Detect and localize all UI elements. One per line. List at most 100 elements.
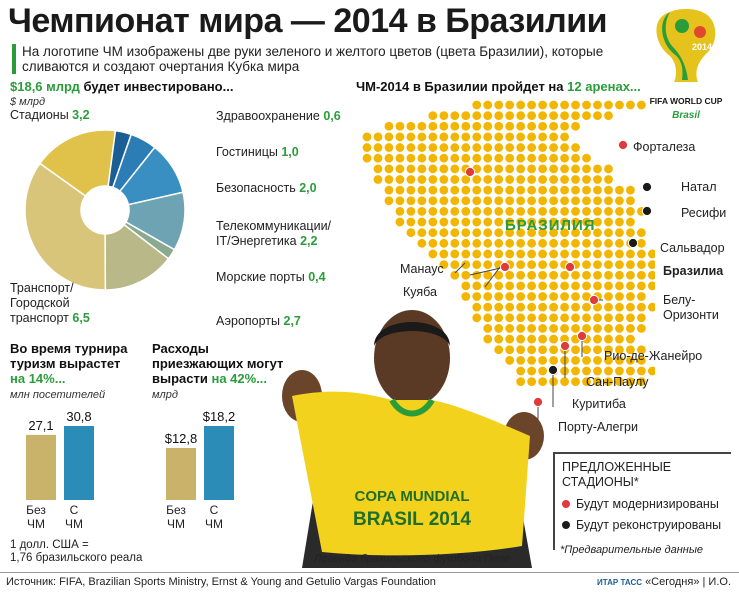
map-dot	[626, 228, 635, 238]
map-dot	[395, 207, 405, 216]
map-dot	[406, 217, 416, 227]
map-dot	[483, 196, 493, 206]
map-dot	[538, 100, 548, 110]
map-dot	[560, 217, 569, 227]
map-dot	[593, 100, 602, 110]
map-dot	[582, 313, 591, 323]
map-dot	[549, 249, 558, 259]
map-dot	[615, 281, 624, 291]
map-dot	[538, 238, 548, 248]
tourism-cat-with: С ЧМ	[65, 503, 83, 531]
map-dot	[461, 121, 471, 131]
map-dot	[615, 366, 624, 376]
map-dot	[582, 249, 591, 259]
map-dot	[483, 324, 493, 333]
map-dot	[637, 249, 646, 259]
map-dot	[527, 217, 537, 227]
map-dot	[571, 355, 580, 365]
map-dot	[384, 164, 394, 174]
donut-label-transport: Транспорт/ Городской транспорт 6,5	[10, 281, 90, 325]
map-dot	[505, 302, 515, 312]
map-dot	[362, 132, 372, 142]
bar-value-label-1: $18,2	[203, 409, 236, 424]
city-sao-paulo: Сан-Паулу	[586, 375, 649, 389]
map-dot	[560, 100, 569, 110]
map-dot	[571, 281, 580, 291]
map-dot	[560, 302, 569, 312]
map-dot	[582, 324, 591, 333]
map-dot	[461, 185, 471, 195]
map-dot	[647, 302, 655, 312]
map-dot	[538, 164, 548, 174]
map-dot	[395, 175, 405, 184]
map-dot	[538, 281, 548, 291]
map-dot	[593, 281, 602, 291]
map-dot	[527, 185, 537, 195]
city-curitiba: Куритиба	[572, 397, 626, 411]
map-dot	[604, 249, 613, 259]
map-dot	[560, 132, 569, 142]
map-dot	[450, 121, 460, 131]
map-dot	[472, 175, 482, 184]
donut-label-hotels: Гостиницы 1,0	[216, 145, 299, 159]
map-dot	[571, 153, 580, 163]
map-dot	[395, 132, 405, 142]
map-dot	[593, 324, 602, 333]
map-dot	[549, 324, 558, 333]
map-dot	[417, 175, 427, 184]
map-dot	[494, 324, 504, 333]
map-dot	[626, 292, 635, 301]
map-dot	[527, 270, 537, 280]
map-dot	[538, 377, 548, 387]
map-dot	[604, 100, 613, 110]
map-dot	[417, 207, 427, 216]
map-dot	[516, 270, 526, 280]
map-dot	[450, 175, 460, 184]
map-dot	[461, 132, 471, 142]
map-dot	[461, 196, 471, 206]
map-dot	[527, 228, 537, 238]
map-dot	[505, 217, 515, 227]
map-dot	[439, 185, 449, 195]
map-dot	[593, 164, 602, 174]
map-dot	[626, 366, 635, 376]
map-dot	[516, 281, 526, 291]
map-dot	[461, 228, 471, 238]
map-dot	[560, 143, 569, 152]
map-dot	[362, 143, 372, 152]
map-dot	[615, 334, 624, 344]
map-dot	[472, 121, 482, 131]
map-dot	[582, 111, 591, 121]
map-dot	[593, 334, 602, 344]
map-dot	[505, 292, 515, 301]
bar-1	[64, 426, 94, 500]
spending-cat-with: С ЧМ	[205, 503, 223, 531]
spending-bar-chart: $12,8 $18,2	[165, 409, 236, 500]
map-dot	[461, 292, 471, 301]
bar-1	[204, 426, 234, 500]
map-dot	[428, 249, 438, 259]
map-dot	[395, 121, 405, 131]
map-dot	[417, 132, 427, 142]
map-dot	[571, 164, 580, 174]
map-dot	[527, 207, 537, 216]
map-dot	[571, 111, 580, 121]
map-dot	[527, 143, 537, 152]
map-dot	[494, 164, 504, 174]
map-dot	[582, 281, 591, 291]
map-dot	[417, 121, 427, 131]
map-dot	[582, 185, 591, 195]
map-dot	[560, 153, 569, 163]
map-dot	[494, 281, 504, 291]
map-dot	[472, 292, 482, 301]
map-dot	[428, 132, 438, 142]
map-dot	[626, 217, 635, 227]
map-dot	[461, 111, 471, 121]
map-dot	[472, 217, 482, 227]
map-dot	[472, 153, 482, 163]
map-dot	[571, 249, 580, 259]
map-dot	[527, 164, 537, 174]
map-dot	[483, 270, 493, 280]
map-dot	[494, 153, 504, 163]
map-dot	[461, 260, 471, 269]
